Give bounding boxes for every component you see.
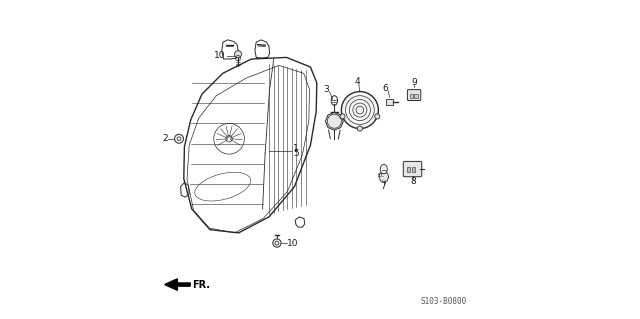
Polygon shape: [379, 173, 388, 181]
Text: S103-B0800: S103-B0800: [420, 297, 467, 306]
FancyBboxPatch shape: [386, 99, 393, 105]
FancyBboxPatch shape: [408, 90, 421, 100]
Text: 9: 9: [412, 78, 417, 87]
Text: 3: 3: [323, 85, 329, 94]
Text: 6: 6: [383, 84, 388, 93]
FancyBboxPatch shape: [412, 167, 415, 172]
Circle shape: [273, 239, 281, 247]
Text: 2: 2: [162, 134, 168, 143]
FancyBboxPatch shape: [407, 167, 410, 172]
Circle shape: [341, 92, 378, 129]
Text: 5: 5: [293, 149, 299, 158]
FancyBboxPatch shape: [415, 94, 418, 98]
Text: FR.: FR.: [193, 279, 211, 290]
FancyBboxPatch shape: [410, 94, 413, 98]
Polygon shape: [325, 112, 343, 130]
Text: 8: 8: [410, 177, 416, 186]
Circle shape: [175, 134, 184, 143]
Circle shape: [374, 114, 380, 119]
Text: 4: 4: [355, 77, 360, 86]
Text: DC: DC: [378, 173, 385, 178]
Circle shape: [357, 126, 362, 131]
Polygon shape: [164, 279, 190, 290]
Ellipse shape: [380, 164, 387, 174]
Text: 10: 10: [287, 239, 298, 248]
FancyBboxPatch shape: [403, 161, 422, 177]
Circle shape: [234, 51, 241, 58]
Text: 10: 10: [214, 51, 226, 60]
Text: 7: 7: [380, 182, 386, 191]
Circle shape: [340, 114, 345, 119]
Text: 1: 1: [293, 144, 299, 153]
